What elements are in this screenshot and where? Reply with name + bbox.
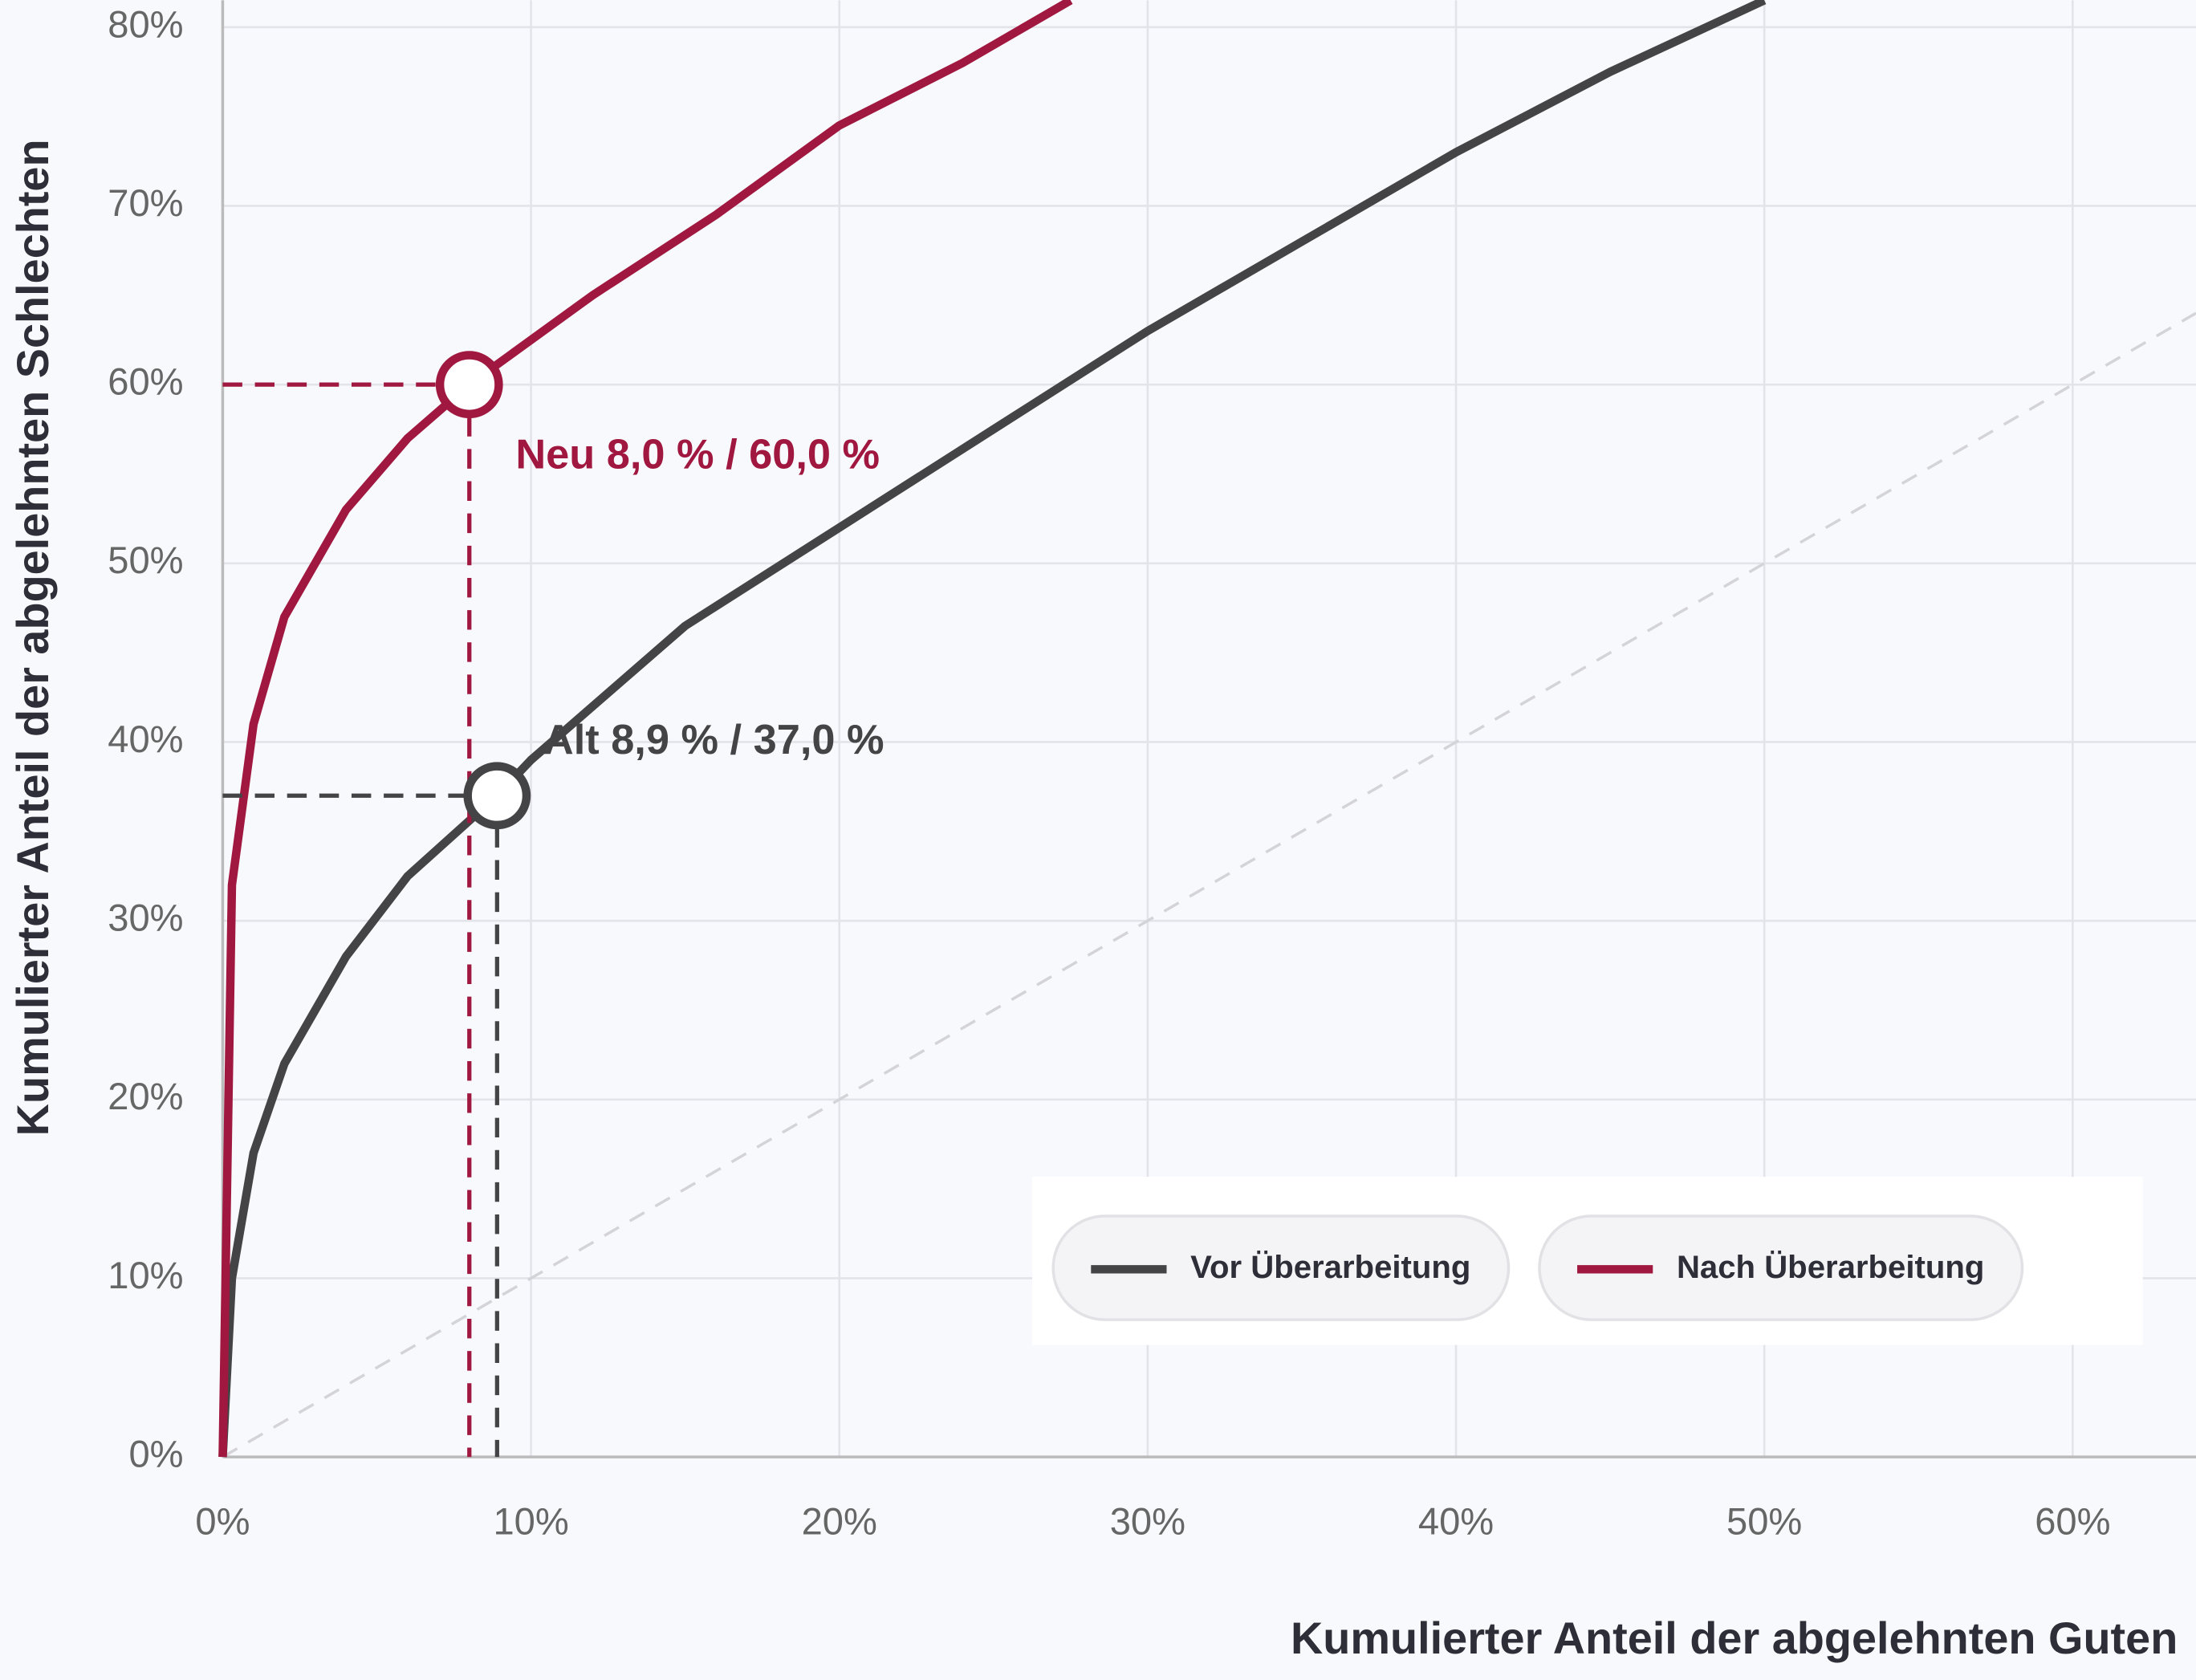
legend-label: Nach Überarbeitung: [1677, 1249, 1984, 1285]
x-tick-label: 50%: [1726, 1499, 1802, 1542]
marker: [435, 351, 503, 419]
x-tick-label: 10%: [493, 1499, 568, 1542]
y-tick-label: 20%: [108, 1075, 183, 1117]
legend-pill: [1538, 1214, 2024, 1321]
series-line: [218, 0, 1767, 1458]
x-axis-title: Kumulierter Anteil der abgelehnten Guten: [1291, 1613, 2178, 1663]
y-tick-label: 70%: [108, 181, 183, 224]
x-tick-label: 60%: [2035, 1499, 2110, 1542]
legend-pill: [1051, 1214, 1511, 1321]
y-tick-label: 50%: [108, 539, 183, 581]
y-tick-label: 60%: [108, 360, 183, 403]
y-axis-title: Kumulierter Anteil der abgelehnten Schle…: [7, 139, 58, 1136]
series-line: [218, 0, 1073, 1458]
x-tick-label: 20%: [802, 1499, 877, 1542]
annotation: Alt 8,9 % / 37,0 %: [543, 717, 885, 763]
y-tick-label: 0%: [128, 1433, 183, 1475]
y-tick-label: 10%: [108, 1254, 183, 1296]
annotation: Neu 8,0 % / 60,0 %: [515, 432, 880, 478]
x-tick-label: 40%: [1418, 1499, 1494, 1542]
marker: [463, 762, 531, 830]
legend-item: Nach Überarbeitung: [1538, 1214, 2024, 1321]
y-tick-label: 30%: [108, 897, 183, 939]
legend-item: Vor Überarbeitung: [1051, 1214, 1511, 1321]
y-tick-label: 40%: [108, 718, 183, 760]
legend: Vor Überarbeitung Nach Überarbeitung: [1031, 1177, 2143, 1345]
x-tick-label: 0%: [195, 1499, 250, 1542]
y-tick-label: 80%: [108, 2, 183, 45]
x-tick-label: 30%: [1110, 1499, 1185, 1542]
legend-label: Vor Überarbeitung: [1190, 1249, 1470, 1285]
